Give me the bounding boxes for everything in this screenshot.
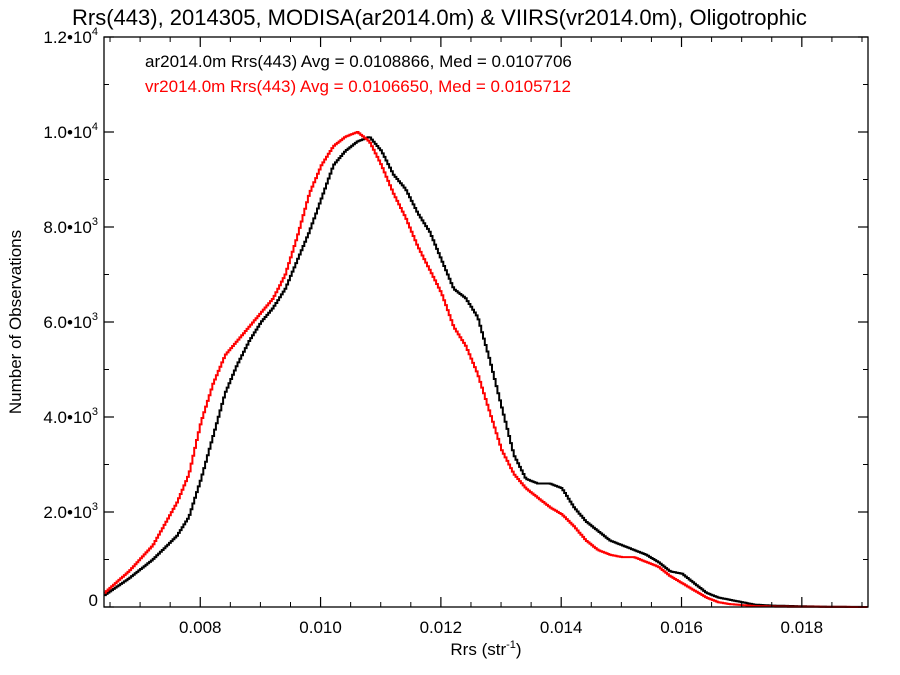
y-tick-label: 1.0•104 — [43, 121, 98, 142]
legend-entry-modisa: ar2014.0m Rrs(443) Avg = 0.0108866, Med … — [145, 52, 572, 71]
x-tick-label: 0.010 — [299, 618, 342, 637]
x-tick-label: 0.008 — [179, 618, 222, 637]
y-tick-label: 6.0•103 — [43, 311, 98, 332]
y-tick-label: 8.0•103 — [43, 216, 98, 237]
series-layer — [104, 131, 868, 608]
y-tick-label: 0 — [89, 591, 98, 610]
y-axis: 0 2.0•103 4.0•103 6.0•103 8.0•103 1.0•104 1.2•… — [43, 26, 868, 610]
y-tick-label: 2.0•103 — [43, 501, 98, 522]
series-line-1 — [104, 131, 868, 608]
x-tick-label: 0.016 — [660, 618, 703, 637]
chart-title: Rrs(443), 2014305, MODISA(ar2014.0m) & V… — [72, 5, 807, 30]
y-axis-label: Number of Observations — [6, 230, 25, 414]
legend-entry-viirs: vr2014.0m Rrs(443) Avg = 0.0106650, Med … — [145, 77, 571, 96]
series-line-0 — [104, 136, 868, 608]
x-tick-label: 0.018 — [781, 618, 824, 637]
plot-frame — [103, 36, 869, 608]
x-axis: 0.008 0.010 0.012 0.014 0.016 0.018 — [109, 37, 863, 637]
x-tick-label: 0.012 — [420, 618, 463, 637]
y-tick-label: 4.0•103 — [43, 406, 98, 427]
x-axis-label: Rrs (str-1) — [450, 639, 521, 659]
x-tick-label: 0.014 — [540, 618, 583, 637]
y-tick-label: 1.2•104 — [43, 26, 98, 47]
